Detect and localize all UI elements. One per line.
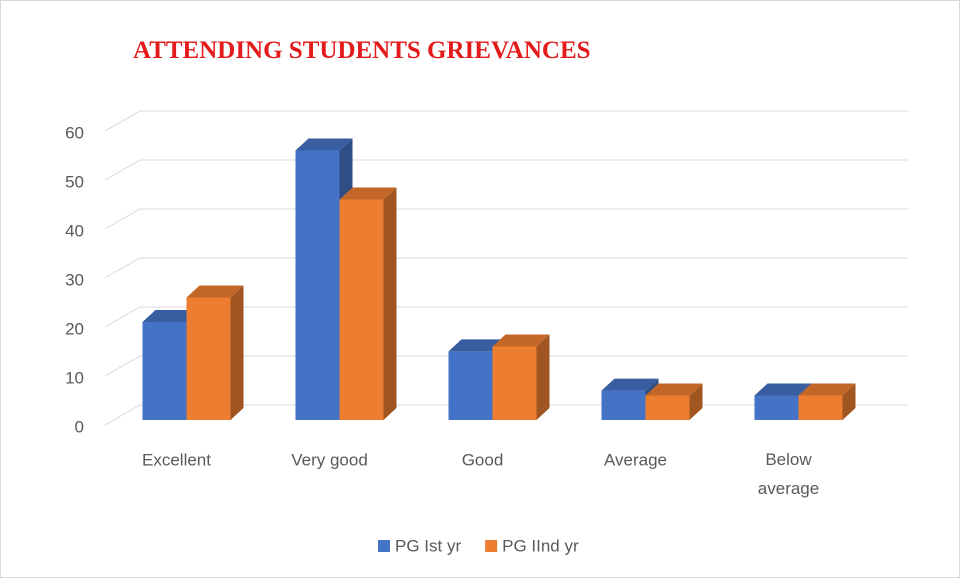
bar-side: [536, 334, 550, 420]
bar-top: [601, 378, 659, 391]
bar-front: [448, 351, 493, 420]
bar-top: [645, 383, 703, 396]
x-tick-label: Good: [462, 450, 504, 469]
y-tick-label: 60: [65, 123, 84, 142]
bar-front: [339, 199, 384, 420]
x-tick-label: Excellent: [142, 450, 211, 469]
bar-top: [339, 187, 397, 200]
bar-front: [492, 346, 537, 420]
grid-line: [104, 257, 908, 279]
bar-side: [689, 383, 703, 420]
bar: [186, 285, 244, 420]
bar-front: [645, 395, 690, 420]
bar-top: [186, 285, 244, 298]
bar: [492, 334, 550, 420]
x-tick-label: Very good: [291, 450, 368, 469]
legend-swatch: [378, 540, 390, 552]
y-tick-label: 30: [65, 270, 84, 289]
bar-side: [230, 285, 244, 420]
legend-swatch: [485, 540, 498, 552]
y-tick-label: 0: [75, 417, 84, 436]
bar: [798, 383, 856, 420]
bar: [339, 187, 397, 420]
x-tick-label: Average: [604, 450, 667, 469]
bar-top: [448, 339, 506, 352]
grid-line: [104, 355, 908, 377]
bar-side: [383, 187, 397, 420]
bar-front: [295, 150, 340, 420]
bar-side: [842, 383, 856, 420]
bar-front: [754, 395, 799, 420]
bar-top: [754, 383, 812, 396]
bar-top: [295, 138, 353, 151]
y-tick-label: 50: [65, 172, 84, 191]
legend-label: PG IInd yr: [502, 536, 579, 555]
grid-line: [104, 110, 908, 132]
grid-line: [104, 306, 908, 328]
bar: [645, 383, 703, 420]
y-tick-label: 10: [65, 368, 84, 387]
bar-top: [142, 310, 200, 322]
legend-label: PG Ist yr: [395, 536, 461, 555]
bar-front: [601, 390, 646, 420]
y-tick-label: 40: [65, 221, 84, 240]
x-tick-label: Below average: [758, 450, 819, 498]
bar-front: [798, 395, 843, 420]
y-tick-label: 20: [65, 319, 84, 338]
bar-top: [798, 383, 856, 396]
bar-front: [186, 297, 231, 420]
bar-front: [142, 322, 187, 420]
grid-line: [104, 208, 908, 230]
grid-line: [104, 159, 908, 181]
bar-top: [492, 334, 550, 347]
chart-title: ATTENDING STUDENTS GRIEVANCES: [133, 37, 591, 64]
